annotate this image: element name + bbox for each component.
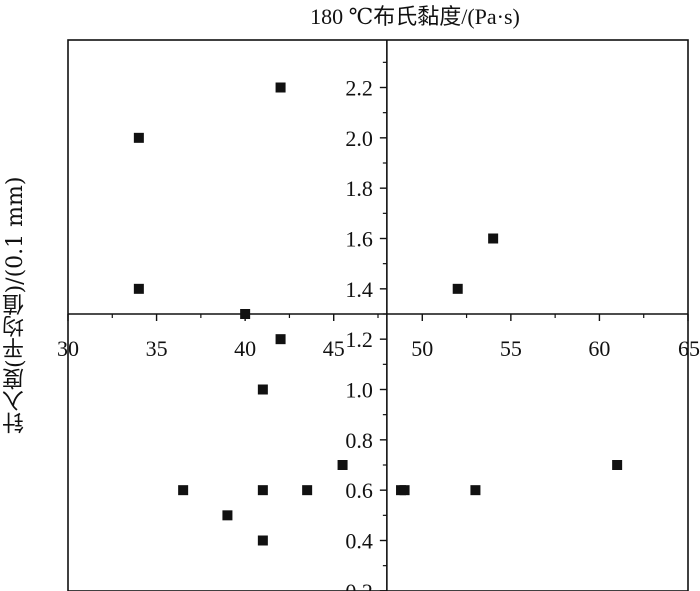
data-point bbox=[133, 132, 144, 143]
y-tick-label: 0.8 bbox=[345, 428, 373, 453]
y-tick-label: 1.6 bbox=[345, 227, 373, 252]
x-tick-label: 65 bbox=[678, 336, 700, 361]
data-point bbox=[178, 485, 189, 496]
x-tick-label: 35 bbox=[146, 336, 168, 361]
data-point bbox=[612, 460, 623, 470]
x-tick-label: 60 bbox=[588, 336, 610, 361]
data-point bbox=[257, 485, 268, 496]
y-tick-label: 2.2 bbox=[345, 76, 373, 101]
data-point bbox=[470, 485, 481, 496]
y-tick-label: 1.2 bbox=[345, 327, 373, 352]
y-tick-label: 0.6 bbox=[345, 478, 373, 503]
y-tick-label: 0.4 bbox=[345, 529, 373, 554]
x-tick-label: 30 bbox=[57, 336, 79, 361]
x-tick-label: 55 bbox=[500, 336, 522, 361]
data-point bbox=[452, 283, 463, 294]
data-point bbox=[222, 510, 233, 521]
y-axis-label: 针入度(平均值)/(0.1 mm) bbox=[3, 176, 28, 434]
x-tick-label: 50 bbox=[411, 336, 433, 361]
data-point bbox=[302, 485, 313, 496]
data-point bbox=[275, 82, 286, 93]
data-point bbox=[257, 384, 268, 395]
x-tick-label: 45 bbox=[323, 336, 345, 361]
data-point bbox=[257, 535, 268, 546]
chart-title: 180 ℃布氏黏度/(Pa·s) bbox=[310, 4, 520, 29]
y-tick-label: 2.0 bbox=[345, 126, 373, 151]
y-tick-label: 1.4 bbox=[345, 277, 373, 302]
data-point bbox=[399, 485, 410, 496]
data-point bbox=[488, 233, 499, 244]
data-point bbox=[275, 334, 286, 345]
data-point bbox=[133, 283, 144, 294]
data-point bbox=[337, 460, 348, 470]
x-tick-label: 40 bbox=[234, 336, 256, 361]
data-point bbox=[240, 309, 251, 319]
y-tick-label: 1.0 bbox=[345, 378, 373, 403]
y-tick-label: 1.8 bbox=[345, 176, 373, 201]
y-tick-label: 0.2 bbox=[345, 579, 373, 591]
